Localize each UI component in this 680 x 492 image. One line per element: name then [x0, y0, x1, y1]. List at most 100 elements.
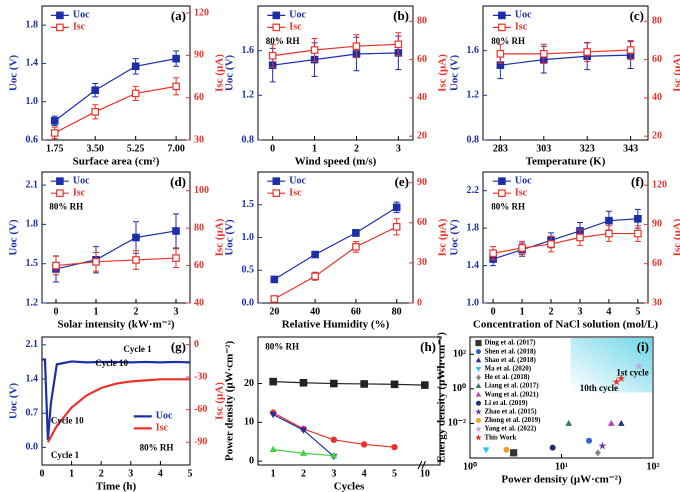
y-axis-title: Energy density (μWh·cm⁻²)	[436, 332, 448, 463]
x-axis-title: Relative Humidity (%)	[282, 319, 390, 331]
legend-marker	[56, 189, 64, 197]
marker	[91, 86, 99, 95]
marker	[583, 48, 592, 56]
plot-frame	[482, 171, 649, 304]
plot-frame	[41, 5, 191, 141]
legend-marker	[475, 391, 482, 397]
legend-marker	[475, 366, 482, 372]
panel-label: (a)	[171, 8, 186, 23]
x-tick-label: 3.50	[86, 143, 104, 154]
y-axis-title: Uoc (V)	[224, 219, 236, 256]
marker	[330, 379, 338, 388]
y-tick-label: 10	[244, 417, 254, 428]
marker	[482, 447, 490, 454]
x-tick-label: 5	[635, 306, 640, 317]
y-tick-label: 1.8	[467, 222, 480, 233]
marker	[330, 436, 338, 443]
y-tick-label: 0.7	[26, 408, 39, 419]
legend-marker	[498, 23, 506, 32]
y-tick-label: 10²	[453, 349, 466, 360]
marker	[594, 449, 601, 457]
series-line	[54, 58, 177, 122]
series-line	[492, 218, 638, 260]
x-tick-label: 1	[312, 143, 317, 154]
y-tick-label: 1.8	[26, 19, 39, 30]
marker	[172, 227, 180, 235]
y2-tick-label: 30	[194, 134, 204, 145]
legend-marker	[498, 11, 506, 20]
y-tick-label: 20	[244, 378, 254, 389]
x-tick-label: 1	[520, 306, 525, 317]
y2-tick-label: -60	[194, 404, 207, 415]
panel-label: (e)	[395, 174, 409, 189]
y2-tick-label: 40	[652, 92, 662, 103]
marker	[503, 446, 510, 453]
marker	[269, 412, 277, 419]
annotation: 80% RH	[49, 201, 83, 211]
y2-tick-label: 60	[652, 54, 662, 65]
y-tick-label: 1.5	[26, 258, 39, 269]
marker	[565, 419, 573, 426]
series-line	[273, 381, 425, 386]
y-tick-label: 2.1	[26, 179, 39, 190]
x-tick-label: 10⁰	[463, 461, 477, 472]
legend-marker	[272, 189, 281, 197]
marker	[132, 233, 140, 242]
legend-label: Wang et al. (2021)	[484, 390, 539, 398]
legend-label: Isc	[73, 22, 86, 33]
y-tick-label: 1.4	[467, 260, 480, 271]
y-axis-title: Uoc (V)	[449, 54, 461, 91]
y-tick-label: 1.2	[242, 90, 255, 101]
y2-tick-label: 60	[417, 54, 427, 65]
marker	[299, 449, 308, 456]
x-tick-label: 5	[188, 468, 193, 479]
panel-label: (i)	[637, 339, 649, 354]
y2-tick-label: 0	[417, 297, 422, 308]
annotation: 80% RH	[266, 36, 300, 46]
y2-tick-label: 80	[194, 222, 204, 233]
x-tick-label: 3	[577, 306, 582, 317]
marker	[539, 50, 548, 58]
y2-tick-label: 120	[194, 7, 209, 18]
legend-marker	[475, 425, 482, 432]
y-tick-label: 0.8	[467, 134, 480, 145]
y-axis-title: Uoc (V)	[8, 219, 20, 256]
x-tick-label: 3	[128, 468, 133, 479]
marker	[352, 229, 360, 237]
legend-label: Uoc	[73, 10, 90, 21]
legend-label: Uoc	[289, 175, 306, 186]
x-tick-label: 1.75	[46, 143, 64, 154]
marker	[626, 46, 635, 54]
panel-label: (h)	[420, 339, 436, 354]
y2-tick-label: 20	[417, 130, 427, 141]
plot-frame	[257, 5, 414, 141]
x-axis-title: Power density (μW·cm⁻²)	[501, 474, 622, 486]
x-axis-title: Cycles	[334, 481, 365, 492]
marker	[299, 427, 308, 434]
y-tick-label: 10⁻²	[448, 418, 466, 429]
y2-tick-label: 60	[194, 260, 204, 271]
x-tick-label: 3	[174, 306, 179, 317]
marker	[392, 223, 401, 231]
plot-frame	[257, 171, 414, 304]
y2-tick-label: 20	[652, 130, 662, 141]
marker	[172, 82, 180, 91]
y2-tick-label: -30	[194, 371, 207, 382]
legend-label: Isc	[73, 187, 86, 198]
y2-axis-title: Isc (μA)	[437, 54, 449, 92]
y-tick-label: 1.6	[242, 45, 255, 56]
marker	[549, 444, 556, 451]
y-axis-title: Uoc (V)	[449, 219, 461, 256]
legend-label: Shen et al. (2018)	[484, 347, 536, 355]
y2-tick-label: 80	[417, 16, 427, 27]
y2-tick-label: 90	[652, 219, 662, 230]
y-axis-title: Uoc (V)	[8, 382, 20, 419]
marker	[268, 51, 277, 60]
legend-label: Li et al. (2019)	[484, 399, 528, 407]
x-tick-label: 80	[392, 306, 402, 317]
x-tick-label: 5	[392, 468, 397, 479]
marker	[518, 244, 526, 252]
y-tick-label: 1.0	[26, 96, 39, 107]
marker	[598, 441, 607, 450]
